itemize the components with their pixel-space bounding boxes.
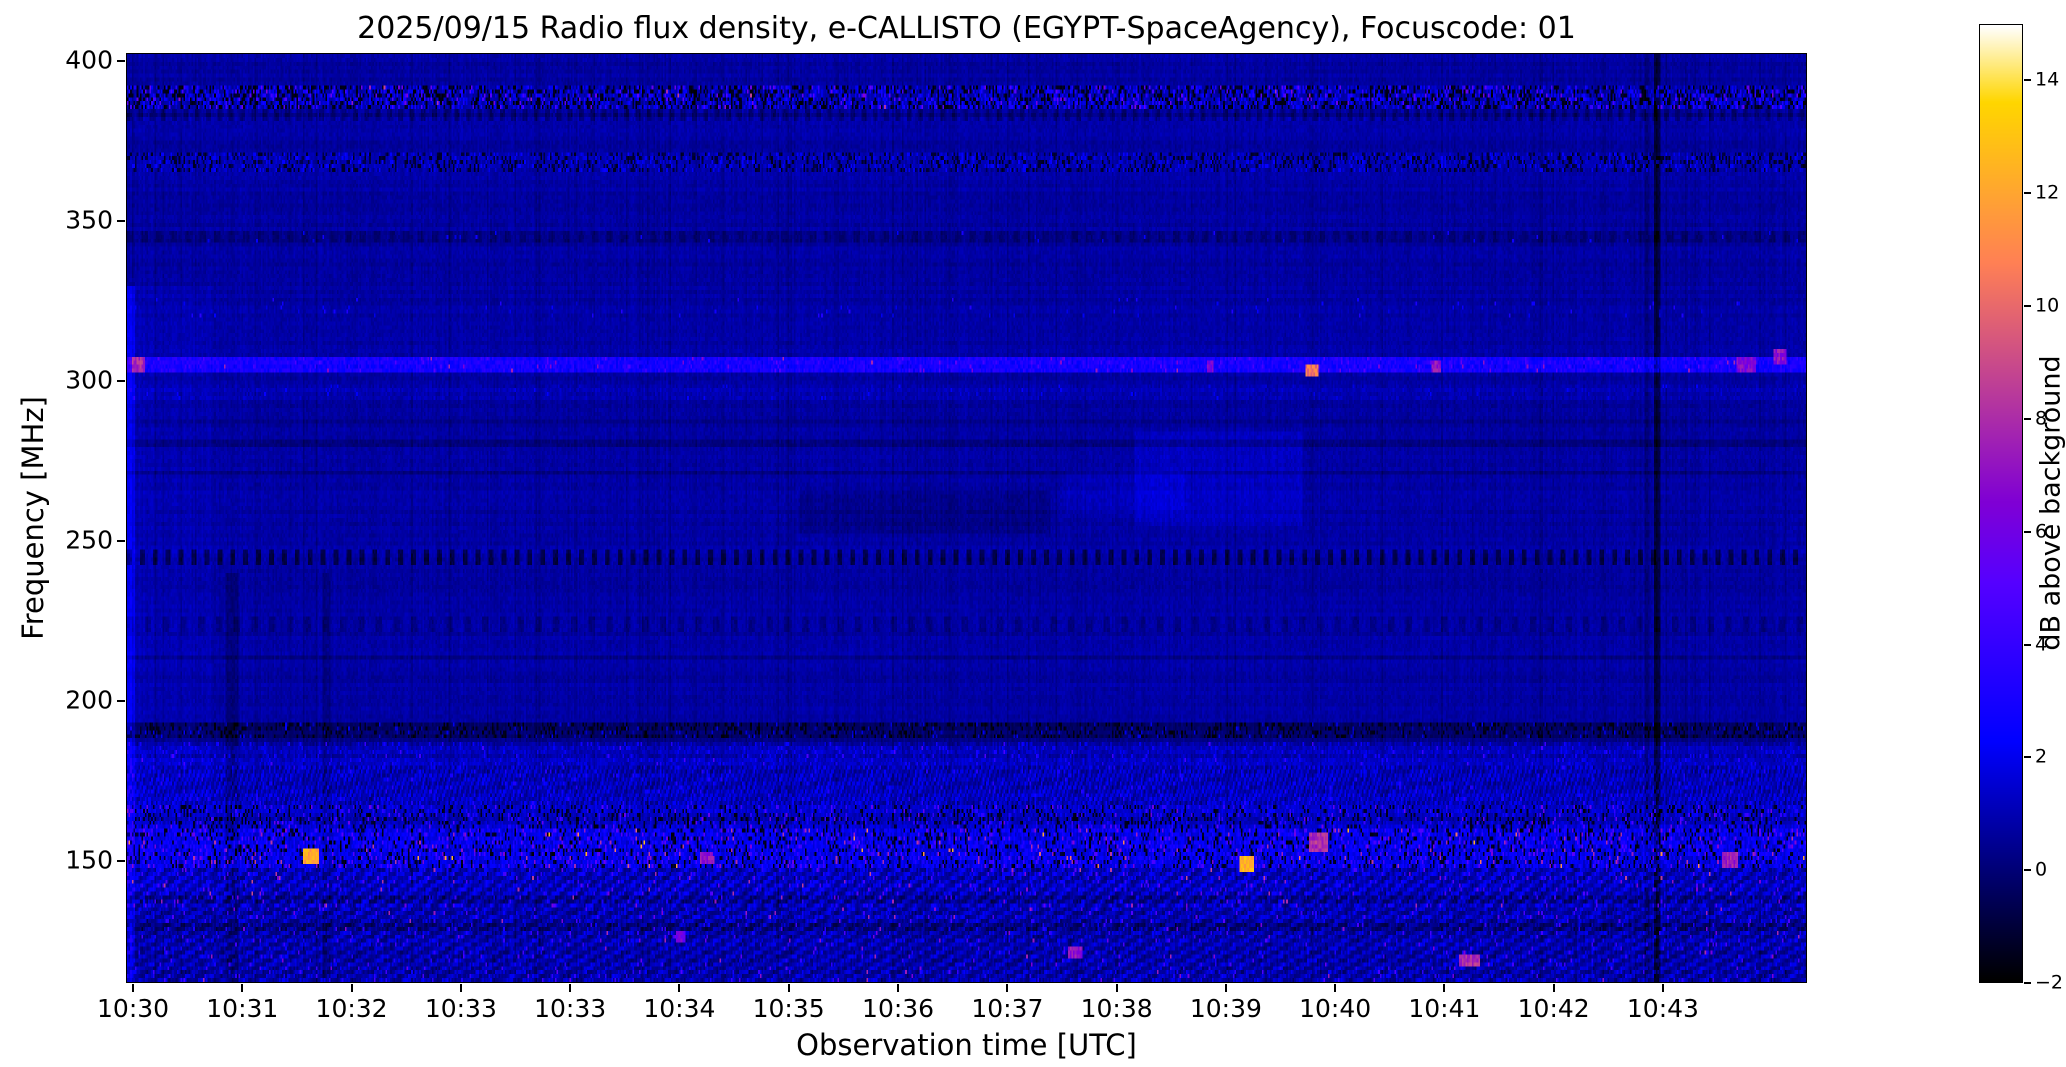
x-tick-label: 10:32 bbox=[315, 994, 388, 1023]
x-tick-label: 10:43 bbox=[1626, 994, 1699, 1023]
x-tick-label: 10:36 bbox=[862, 994, 935, 1023]
y-tick-mark bbox=[117, 60, 125, 62]
x-tick-mark bbox=[1115, 984, 1118, 992]
x-tick-label: 10:38 bbox=[1080, 994, 1153, 1023]
colorbar bbox=[1979, 24, 2023, 983]
colorbar-tick-mark bbox=[2024, 192, 2031, 195]
colorbar-tick-label: 4 bbox=[2035, 633, 2048, 656]
x-tick-mark bbox=[1006, 984, 1009, 992]
y-tick-mark bbox=[117, 220, 125, 223]
x-tick-label: 10:33 bbox=[424, 994, 497, 1023]
x-tick-mark bbox=[1334, 984, 1337, 992]
colorbar-tick-mark bbox=[2024, 869, 2031, 872]
x-tick-label: 10:31 bbox=[206, 994, 279, 1023]
x-tick-mark bbox=[897, 984, 900, 992]
x-tick-mark bbox=[1661, 984, 1664, 992]
colorbar-tick-label: 2 bbox=[2035, 745, 2048, 768]
x-tick-label: 10:37 bbox=[971, 994, 1044, 1023]
colorbar-tick-label: 0 bbox=[2035, 858, 2048, 881]
y-tick-mark bbox=[117, 860, 125, 863]
colorbar-tick-label: 6 bbox=[2035, 520, 2048, 543]
colorbar-tick-mark bbox=[2024, 643, 2031, 646]
colorbar-tick-mark bbox=[2024, 530, 2031, 533]
colorbar-tick-mark bbox=[2024, 305, 2031, 308]
plot-area bbox=[126, 53, 1807, 983]
colorbar-label: dB above background bbox=[2035, 355, 2066, 651]
colorbar-tick-label: 14 bbox=[2035, 68, 2060, 91]
x-tick-label: 10:34 bbox=[643, 994, 716, 1023]
y-tick-label: 350 bbox=[65, 205, 113, 235]
y-tick-mark bbox=[117, 700, 125, 703]
x-tick-mark bbox=[1224, 984, 1227, 992]
x-tick-label: 10:42 bbox=[1517, 994, 1590, 1023]
x-tick-mark bbox=[678, 984, 681, 992]
colorbar-canvas bbox=[1980, 25, 2022, 982]
x-tick-mark bbox=[787, 984, 790, 992]
x-tick-label: 10:30 bbox=[97, 994, 170, 1023]
x-tick-mark bbox=[132, 984, 135, 992]
x-tick-label: 10:35 bbox=[752, 994, 825, 1023]
colorbar-tick-label: 12 bbox=[2035, 181, 2060, 204]
x-tick-mark bbox=[459, 984, 462, 992]
y-tick-mark bbox=[117, 380, 125, 383]
y-tick-label: 150 bbox=[65, 845, 113, 875]
figure-title: 2025/09/15 Radio flux density, e-CALLIST… bbox=[357, 11, 1576, 46]
x-tick-label: 10:40 bbox=[1299, 994, 1372, 1023]
y-tick-mark bbox=[117, 540, 125, 543]
y-tick-label: 300 bbox=[65, 365, 113, 395]
x-tick-label: 10:39 bbox=[1189, 994, 1262, 1023]
x-tick-mark bbox=[1443, 984, 1446, 992]
x-tick-label: 10:41 bbox=[1408, 994, 1481, 1023]
colorbar-tick-mark bbox=[2024, 79, 2031, 82]
y-tick-label: 400 bbox=[65, 45, 113, 75]
colorbar-tick-mark bbox=[2024, 417, 2031, 420]
x-tick-mark bbox=[1552, 984, 1555, 992]
y-axis-label: Frequency [MHz] bbox=[16, 396, 50, 640]
x-tick-mark bbox=[241, 984, 244, 992]
colorbar-tick-label: 8 bbox=[2035, 407, 2048, 430]
y-tick-label: 250 bbox=[65, 525, 113, 555]
colorbar-tick-mark bbox=[2024, 756, 2031, 759]
colorbar-tick-label: 10 bbox=[2035, 294, 2060, 317]
spectrogram-canvas bbox=[127, 54, 1806, 982]
x-tick-mark bbox=[350, 984, 353, 992]
colorbar-tick-label: −2 bbox=[2035, 971, 2064, 994]
y-tick-label: 200 bbox=[65, 685, 113, 715]
x-axis-label: Observation time [UTC] bbox=[796, 1028, 1137, 1062]
colorbar-tick-mark bbox=[2024, 982, 2031, 984]
x-tick-label: 10:33 bbox=[534, 994, 607, 1023]
x-tick-mark bbox=[569, 984, 572, 992]
